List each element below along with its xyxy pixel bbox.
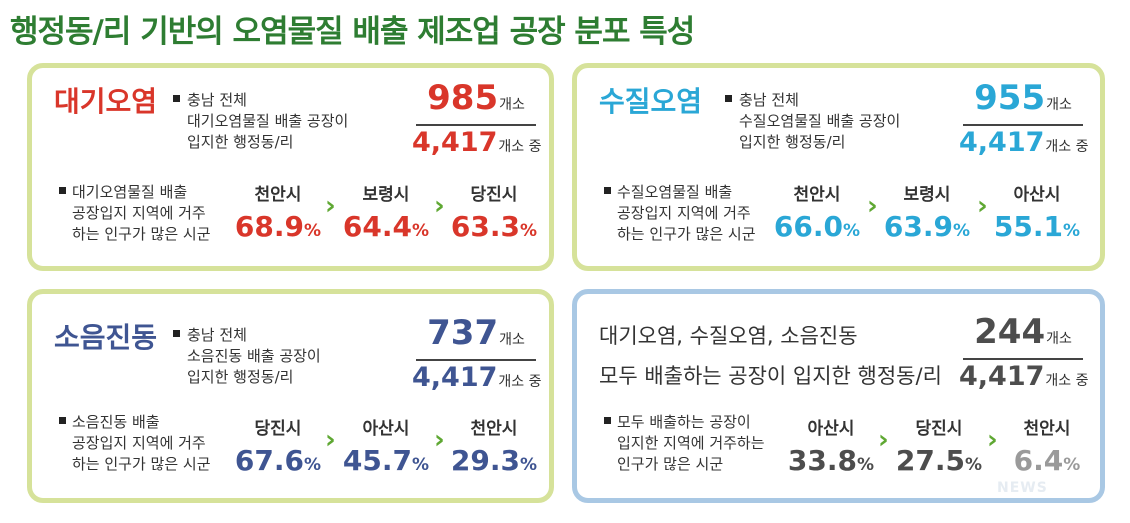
- noise-rank-3: 천안시 29.3%: [450, 419, 538, 477]
- bullet-icon: [604, 187, 611, 194]
- chevron-right-icon: ›: [434, 191, 445, 221]
- water-rank-2: 보령시 63.9%: [883, 185, 971, 243]
- all-rank-2: 당진시 27.5%: [895, 419, 983, 477]
- chevron-right-icon: ›: [987, 425, 998, 455]
- air-factory-count: 985개소 4,417개소 중: [412, 78, 542, 158]
- chevron-right-icon: ›: [325, 191, 336, 221]
- page-title: 행정동/리 기반의 오염물질 배출 제조업 공장 분포 특성: [10, 14, 695, 50]
- air-rank-3: 당진시 63.3%: [450, 185, 538, 243]
- noise-title: 소음진동: [54, 321, 158, 354]
- fraction-line: [963, 358, 1083, 360]
- chevron-right-icon: ›: [878, 425, 889, 455]
- air-title: 대기오염: [54, 85, 158, 118]
- noise-rank-2: 아산시 45.7%: [342, 419, 430, 477]
- air-pollution-card: 대기오염 충남 전체 대기오염물질 배출 공장이 입지한 행정동/리 985개소…: [27, 63, 554, 271]
- chevron-right-icon: ›: [977, 191, 988, 221]
- all-heading: 대기오염, 수질오염, 소음진동 모두 배출하는 공장이 입지한 행정동/리: [599, 324, 942, 388]
- all-rank-1: 아산시 33.8%: [787, 419, 875, 477]
- air-description: 충남 전체 대기오염물질 배출 공장이 입지한 행정동/리: [173, 90, 348, 153]
- bullet-icon: [59, 187, 66, 194]
- noise-vibration-card: 소음진동 충남 전체 소음진동 배출 공장이 입지한 행정동/리 737개소 4…: [27, 289, 554, 503]
- noise-rank-1: 당진시 67.6%: [234, 419, 322, 477]
- chevron-right-icon: ›: [325, 425, 336, 455]
- bullet-icon: [59, 417, 66, 424]
- air-rank-1: 천안시 68.9%: [234, 185, 322, 243]
- all-factory-count: 244개소 4,417개소 중: [959, 312, 1089, 392]
- noise-lower-description: 소음진동 배출 공장입지 지역에 거주 하는 인구가 많은 시군: [59, 412, 211, 475]
- water-rank-1: 천안시 66.0%: [773, 185, 861, 243]
- fraction-line: [963, 124, 1083, 126]
- air-rank-2: 보령시 64.4%: [342, 185, 430, 243]
- bullet-icon: [173, 330, 180, 337]
- water-pollution-card: 수질오염 충남 전체 수질오염물질 배출 공장이 입지한 행정동/리 955개소…: [572, 63, 1105, 271]
- water-description: 충남 전체 수질오염물질 배출 공장이 입지한 행정동/리: [725, 90, 900, 153]
- water-rank-3: 아산시 55.1%: [993, 185, 1081, 243]
- air-lower-description: 대기오염물질 배출 공장입지 지역에 거주 하는 인구가 많은 시군: [59, 182, 211, 245]
- noise-factory-count: 737개소 4,417개소 중: [412, 313, 542, 393]
- water-title: 수질오염: [599, 85, 703, 118]
- bullet-icon: [173, 95, 180, 102]
- all-rank-3: 천안시 6.4%: [1013, 419, 1081, 477]
- all-emissions-card: 대기오염, 수질오염, 소음진동 모두 배출하는 공장이 입지한 행정동/리 2…: [572, 289, 1105, 503]
- news-watermark: NEWS: [997, 480, 1048, 496]
- chevron-right-icon: ›: [434, 425, 445, 455]
- noise-description: 충남 전체 소음진동 배출 공장이 입지한 행정동/리: [173, 325, 321, 388]
- bullet-icon: [604, 417, 611, 424]
- bullet-icon: [725, 95, 732, 102]
- chevron-right-icon: ›: [867, 191, 878, 221]
- fraction-line: [416, 124, 536, 126]
- fraction-line: [416, 359, 536, 361]
- water-factory-count: 955개소 4,417개소 중: [959, 78, 1089, 158]
- water-lower-description: 수질오염물질 배출 공장입지 지역에 거주 하는 인구가 많은 시군: [604, 182, 756, 245]
- all-lower-description: 모두 배출하는 공장이 입지한 지역에 거주하는 인구가 많은 시군: [604, 412, 765, 475]
